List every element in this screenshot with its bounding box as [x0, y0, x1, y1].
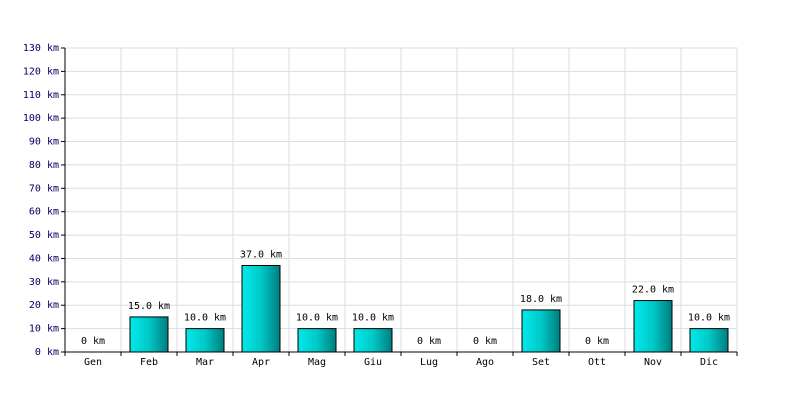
- y-tick-label: 80 km: [29, 160, 59, 171]
- x-tick-label: Lug: [420, 357, 438, 368]
- value-label: 0 km: [585, 336, 609, 347]
- value-label: 0 km: [417, 336, 441, 347]
- y-tick-label: 60 km: [29, 207, 59, 218]
- x-tick-label: Nov: [644, 357, 662, 368]
- x-tick-label: Feb: [140, 357, 158, 368]
- value-label: 10.0 km: [688, 313, 730, 324]
- value-label: 37.0 km: [240, 249, 282, 260]
- x-tick-label: Ago: [476, 357, 494, 368]
- x-tick-label: Mag: [308, 357, 326, 368]
- bar: [689, 328, 729, 353]
- x-tick-label: Dic: [700, 357, 718, 368]
- x-tick-label: Gen: [84, 357, 102, 368]
- value-label: 0 km: [81, 336, 105, 347]
- value-label: 15.0 km: [128, 301, 170, 312]
- x-tick-label: Giu: [364, 357, 382, 368]
- bar: [241, 264, 281, 353]
- y-tick-label: 120 km: [23, 66, 59, 77]
- y-tick-label: 30 km: [29, 277, 59, 288]
- bar: [521, 309, 561, 353]
- y-tick-label: 90 km: [29, 137, 59, 148]
- bar: [185, 328, 225, 353]
- value-label: 18.0 km: [520, 294, 562, 305]
- y-tick-label: 20 km: [29, 300, 59, 311]
- x-tick-label: Mar: [196, 357, 214, 368]
- bar: [353, 328, 393, 353]
- bar: [633, 300, 673, 353]
- value-label: 10.0 km: [352, 313, 394, 324]
- bar: [129, 316, 169, 353]
- value-label: 0 km: [473, 336, 497, 347]
- value-label: 22.0 km: [632, 285, 674, 296]
- x-tick-label: Ott: [588, 357, 606, 368]
- y-tick-label: 70 km: [29, 183, 59, 194]
- value-label: 10.0 km: [296, 313, 338, 324]
- x-tick-label: Apr: [252, 357, 270, 368]
- y-tick-label: 50 km: [29, 230, 59, 241]
- y-tick-label: 110 km: [23, 90, 59, 101]
- y-tick-label: 10 km: [29, 324, 59, 335]
- x-tick-label: Set: [532, 357, 550, 368]
- value-label: 10.0 km: [184, 313, 226, 324]
- y-tick-label: 100 km: [23, 113, 59, 124]
- y-tick-label: 0 km: [35, 347, 59, 358]
- y-tick-label: 130 km: [23, 43, 59, 54]
- bar: [297, 328, 337, 353]
- y-tick-label: 40 km: [29, 253, 59, 264]
